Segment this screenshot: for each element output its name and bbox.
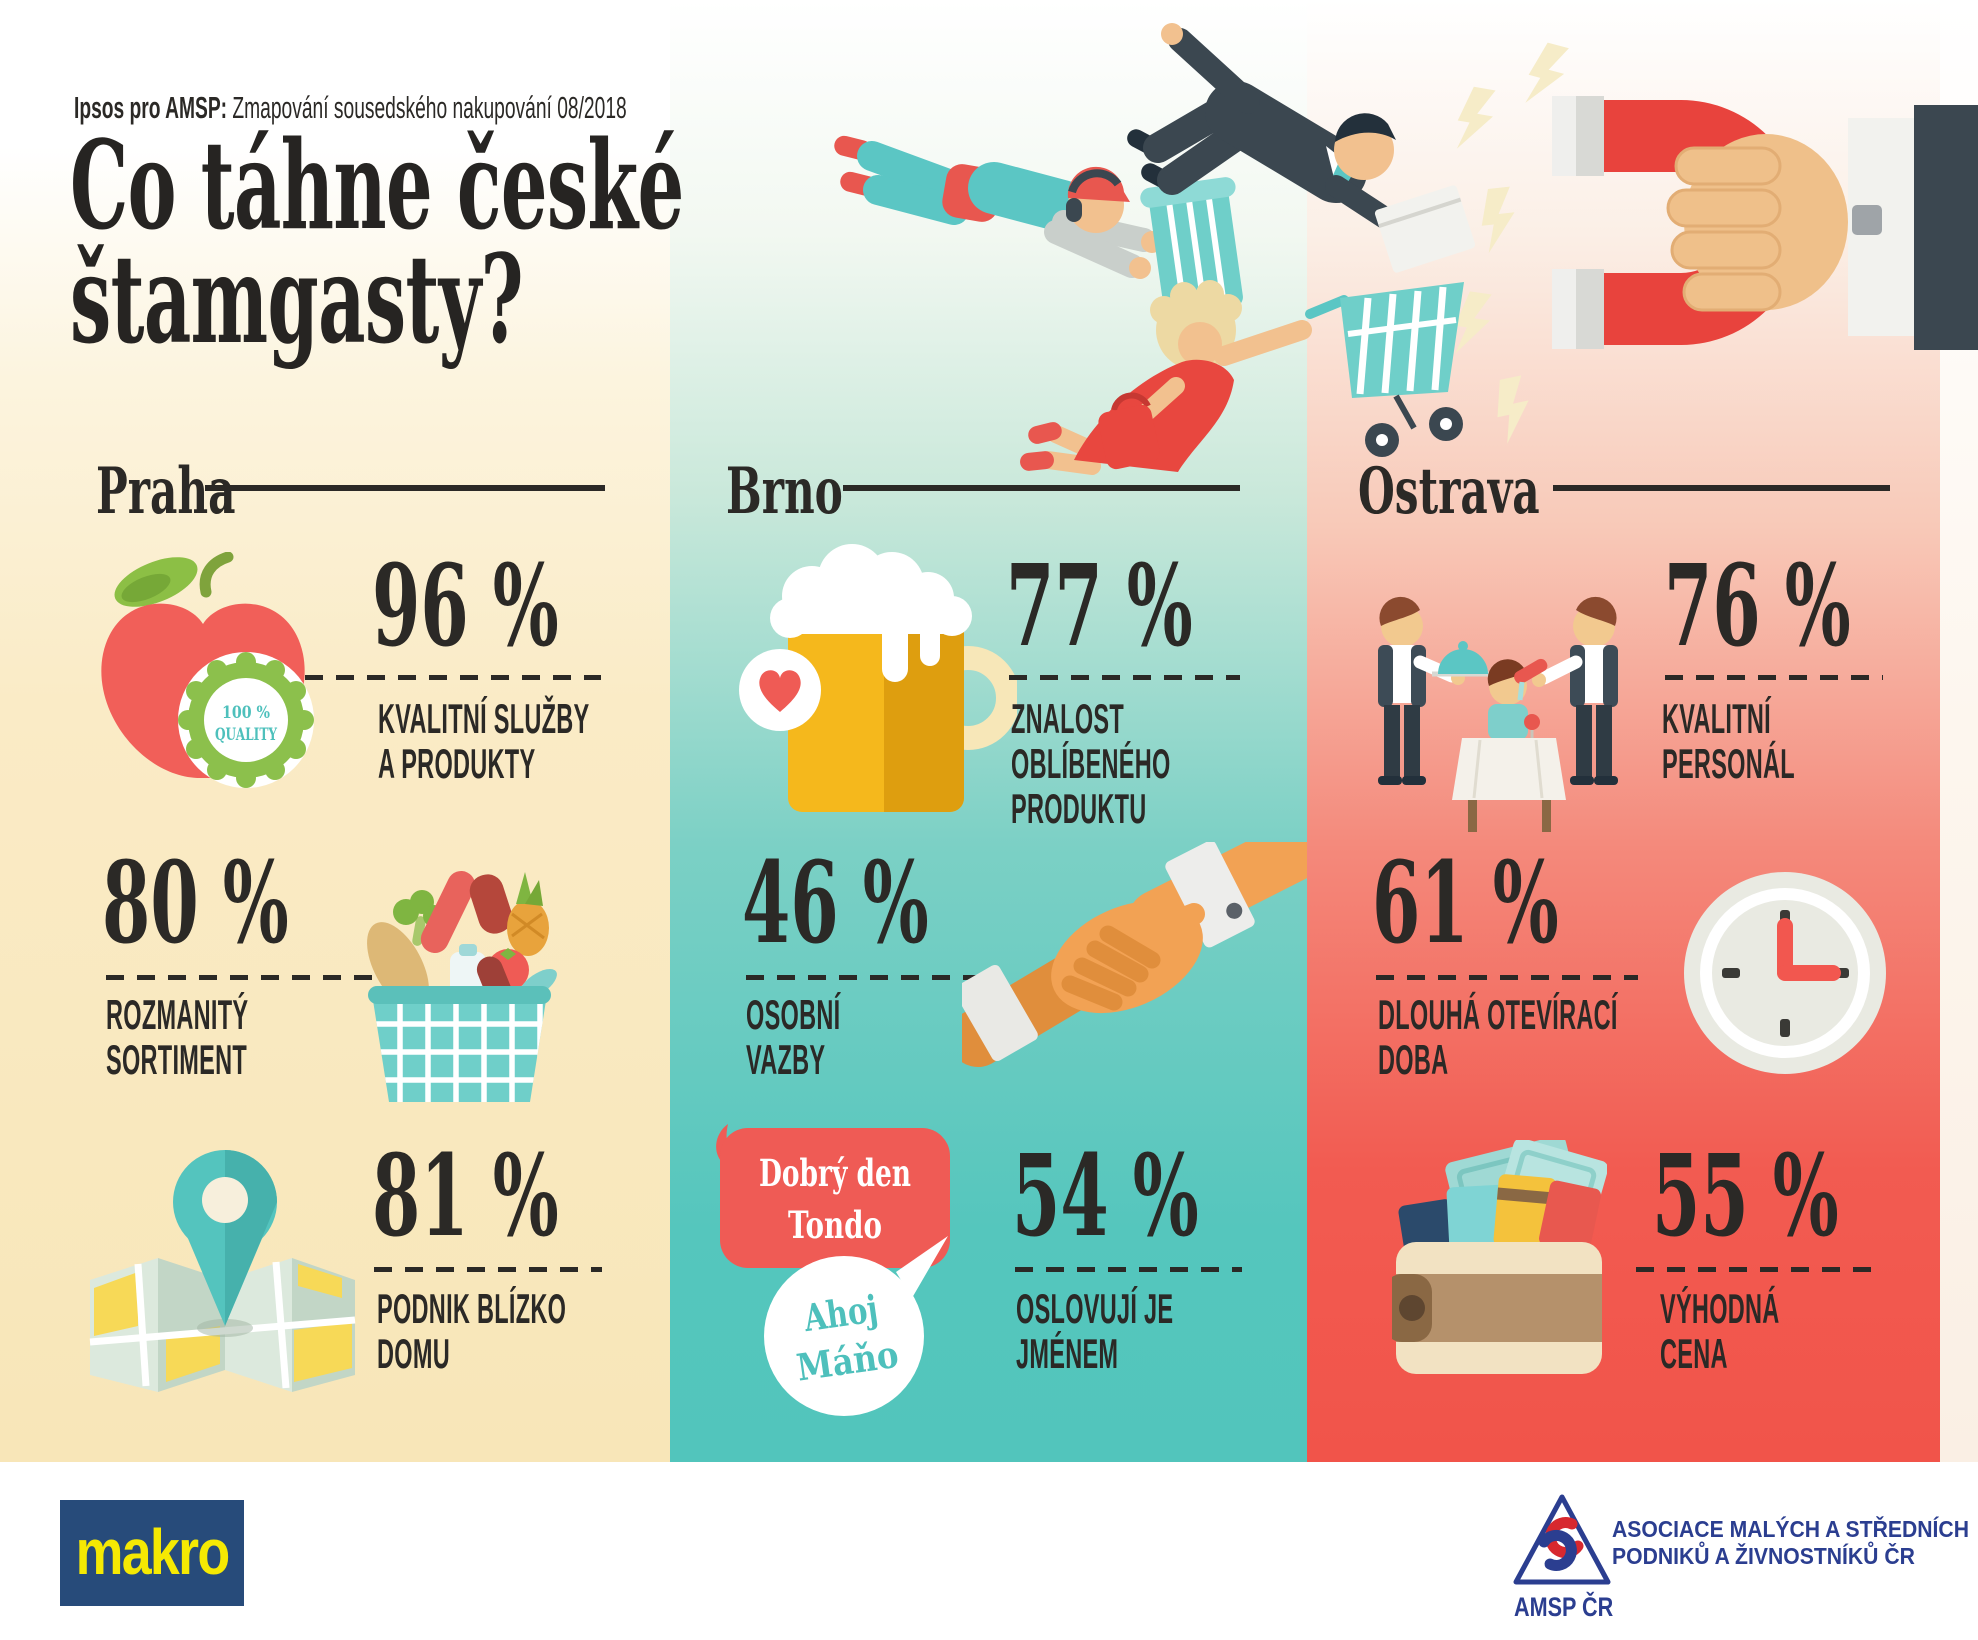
dashed-divider xyxy=(1665,675,1883,680)
stat-label: ROZMANITÝ SORTIMENT xyxy=(106,991,249,1083)
quality-badge-icon: 100 % QUALITY xyxy=(178,652,314,788)
apple-icon: 100 % QUALITY xyxy=(101,552,314,788)
stat-value: 76 % xyxy=(1664,541,1851,672)
source-text: Zmapování sousedského nakupování 08/2018 xyxy=(227,90,627,125)
dashed-divider xyxy=(305,675,601,680)
stat-label: VÝHODNÁ CENA xyxy=(1660,1285,1780,1377)
amsp-abbr: AMSP ČR xyxy=(1514,1592,1614,1622)
page-title: Co táhne české štamgasty? xyxy=(70,113,684,371)
flying-woman-basket-icon xyxy=(834,135,1243,316)
column-praha-bg xyxy=(0,0,670,1462)
stat-label: OSOBNÍ VAZBY xyxy=(746,991,841,1083)
praha-header-line xyxy=(205,485,605,491)
wallet-icon xyxy=(1392,1140,1607,1374)
heart-icon xyxy=(759,670,801,712)
stat-label: PODNIK BLÍZKO DOMU xyxy=(377,1285,567,1377)
amsp-triangle-icon xyxy=(1513,1494,1611,1585)
dashed-divider xyxy=(374,1267,602,1272)
stat-value: 80 % xyxy=(102,838,289,969)
dashed-divider xyxy=(1009,675,1240,680)
amsp-name-line2: PODNIKŮ A ŽIVNOSTNÍKŮ ČR xyxy=(1612,1543,1915,1569)
svg-text:QUALITY: QUALITY xyxy=(215,725,278,745)
svg-text:Tondo: Tondo xyxy=(788,1203,882,1247)
stat-label: DLOUHÁ OTEVÍRACÍ DOBA xyxy=(1378,991,1618,1083)
makro-logo: makro xyxy=(60,1500,244,1606)
svg-text:Dobrý den: Dobrý den xyxy=(759,1151,911,1195)
dashed-divider xyxy=(746,975,978,980)
stat-value: 96 % xyxy=(372,541,559,672)
map-pin-icon xyxy=(89,1150,356,1392)
clock-icon xyxy=(1684,872,1886,1074)
shopping-cart-icon xyxy=(1305,282,1464,457)
stat-value: 54 % xyxy=(1012,1131,1199,1262)
makro-logo-text: makro xyxy=(75,1516,231,1588)
stat-value: 81 % xyxy=(372,1131,559,1262)
lightning-bolts-icon xyxy=(1454,42,1569,444)
stat-label: KVALITNÍ SLUŽBY A PRODUKTY xyxy=(378,695,590,787)
stat-value: 55 % xyxy=(1652,1131,1839,1262)
stat-label: ZNALOST OBLÍBENÉHO PRODUKTU xyxy=(1011,695,1171,832)
stat-value: 46 % xyxy=(742,838,929,969)
svg-text:Ahoj: Ahoj xyxy=(800,1286,880,1340)
city-header-ostrava: Ostrava xyxy=(1358,454,1540,529)
amsp-name-line1: ASOCIACE MALÝCH A STŘEDNÍCH xyxy=(1612,1516,1969,1542)
svg-text:100 %: 100 % xyxy=(222,703,270,723)
hand-holding-magnet-icon xyxy=(1666,105,1978,350)
handshake-icon xyxy=(962,842,1307,1067)
flying-woman-dress-icon xyxy=(1020,280,1312,475)
city-header-praha: Praha xyxy=(96,454,236,529)
dashed-divider xyxy=(1015,1267,1242,1272)
city-header-brno: Brno xyxy=(726,454,843,529)
dashed-divider xyxy=(1376,975,1638,980)
stat-label: OSLOVUJÍ JE JMÉNEM xyxy=(1016,1285,1174,1377)
food-basket-icon xyxy=(367,871,557,1102)
waiters-icon xyxy=(1378,596,1618,832)
stat-value: 77 % xyxy=(1006,541,1193,672)
source-prefix: Ipsos pro AMSP: xyxy=(74,90,228,125)
stat-label: KVALITNÍ PERSONÁL xyxy=(1662,695,1795,787)
ostrava-header-line xyxy=(1553,485,1890,491)
speech-bubbles-icon: Dobrý den Tondo Ahoj Máňo xyxy=(716,1124,950,1416)
source-line: Ipsos pro AMSP: Zmapování sousedského na… xyxy=(74,90,627,126)
magnet-attracting-customers-illustration xyxy=(834,23,1978,475)
dashed-divider xyxy=(106,975,420,980)
brno-header-line xyxy=(843,485,1240,491)
flying-man-suit-icon xyxy=(1127,23,1476,273)
dashed-divider xyxy=(1636,1267,1872,1272)
stat-value: 61 % xyxy=(1372,838,1559,969)
beer-heart-icon xyxy=(739,544,1017,812)
